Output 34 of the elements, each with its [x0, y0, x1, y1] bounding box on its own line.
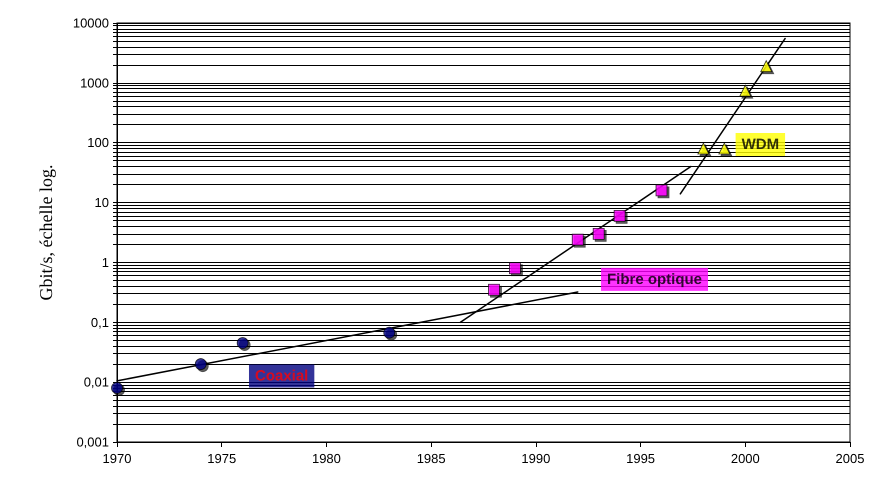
y-tick-label: 0,001	[76, 434, 109, 450]
y-axis-title: Gbit/s, échelle log.	[36, 164, 56, 300]
x-tick-label: 1990	[521, 451, 550, 466]
x-tick-label: 2000	[730, 451, 760, 466]
point	[194, 358, 207, 370]
x-tick-label: 1980	[312, 451, 341, 466]
series-label: Coaxial	[254, 368, 308, 385]
y-tick-label: 0,01	[84, 374, 109, 390]
point	[656, 184, 668, 196]
text: Fibre optique	[607, 270, 702, 288]
y-tick-label: 10	[94, 195, 109, 210]
series-label: WDM	[742, 136, 780, 154]
point	[614, 210, 626, 222]
point	[383, 326, 396, 339]
y-tick-label: 100	[87, 135, 109, 150]
point	[236, 337, 249, 349]
x-tick-label: 1995	[626, 451, 656, 466]
point	[698, 142, 710, 154]
x-tick-label: 1970	[102, 451, 132, 466]
y-tick-label: 10000	[72, 16, 109, 30]
point	[592, 228, 605, 240]
y-tick-label: 0,1	[90, 314, 109, 330]
x-tick-label: 1985	[416, 451, 446, 466]
point	[111, 382, 123, 394]
x-tick-label: 1975	[207, 451, 236, 466]
y-tick-label: 1	[102, 254, 109, 270]
point	[572, 234, 584, 246]
point	[760, 60, 772, 72]
y-tick-label: 1000	[80, 75, 109, 90]
point	[509, 262, 521, 274]
point	[488, 284, 500, 296]
x-tick-label: 2005	[836, 451, 864, 466]
point	[718, 142, 730, 154]
point	[739, 84, 752, 97]
